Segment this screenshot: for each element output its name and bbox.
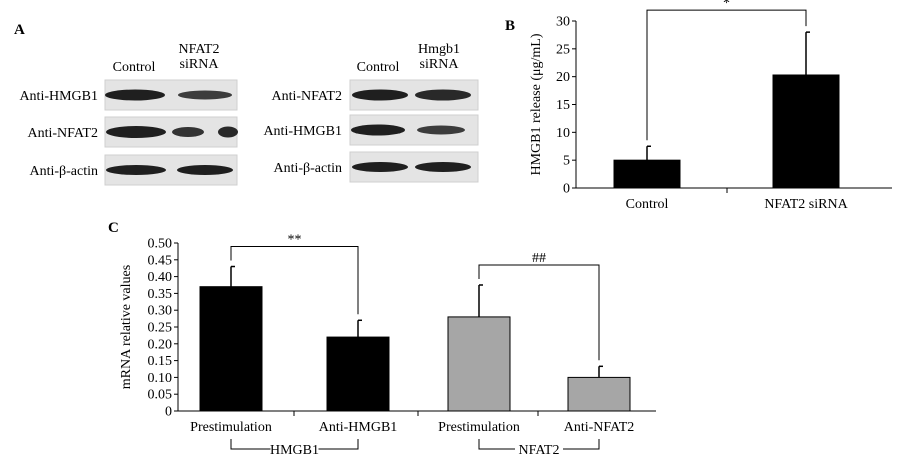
significance-label: **: [288, 233, 302, 248]
bar: [199, 286, 263, 412]
panel-b-letter: B: [505, 18, 515, 34]
y-tick-label: 0.15: [148, 354, 173, 369]
y-tick-label: 0.30: [148, 304, 173, 319]
bar: [772, 74, 840, 189]
y-tick-label: 0.45: [148, 253, 173, 268]
y-tick-label: 0.50: [148, 237, 173, 252]
blot-row-label: Anti-β-actin: [29, 164, 98, 179]
group-bracket: [230, 439, 271, 450]
significance-bracket: [646, 9, 807, 141]
significance-label: *: [723, 0, 730, 11]
y-tick-label: 25: [556, 42, 570, 57]
group-bracket: [318, 439, 359, 450]
blot-band: [178, 90, 232, 100]
y-tick-label: 10: [556, 126, 570, 141]
bar: [567, 376, 631, 412]
y-tick-label: 0: [165, 405, 172, 420]
blot-row-label: Anti-HMGB1: [19, 89, 98, 104]
chart-c: 0 0.05 0.10 0.15 0.200.25 0.30 0.35 0.40 0.450.5…: [119, 233, 656, 458]
y-tick-label: 0.35: [148, 287, 173, 302]
blot-col-header: Control: [113, 60, 156, 75]
x-tick-label: Prestimulation: [190, 420, 272, 435]
x-tick-label: Anti-NFAT2: [564, 420, 635, 435]
bar: [326, 336, 390, 412]
blot-col-header: siRNA: [180, 57, 220, 72]
group-bracket: [478, 439, 515, 450]
panel-c-letter: C: [108, 220, 119, 236]
y-tick-label: 0.40: [148, 270, 173, 285]
y-tick-label: 20: [556, 70, 570, 85]
blot-band: [218, 126, 238, 138]
blot-band: [352, 162, 408, 172]
y-tick-label: 0.25: [148, 321, 173, 336]
blot-col-header: NFAT2: [179, 42, 220, 57]
x-tick-label: NFAT2 siRNA: [764, 197, 848, 212]
y-tick-label: 0.05: [148, 388, 173, 403]
blot-band: [415, 162, 471, 172]
group-label: HMGB1: [270, 443, 319, 458]
blot-col-header: Hmgb1: [418, 42, 460, 57]
blot-row-label: Anti-HMGB1: [263, 124, 342, 139]
blot-row-label: Anti-NFAT2: [27, 126, 98, 141]
y-tick-label: 30: [556, 15, 570, 30]
y-tick-label: 0: [563, 182, 570, 197]
blot-band: [105, 89, 165, 101]
blot-band: [106, 165, 166, 175]
y-tick-label: 5: [563, 154, 570, 169]
blot-col-header: Control: [357, 60, 400, 75]
panel-a-letter: A: [14, 22, 25, 38]
blot-band: [177, 165, 233, 175]
blot-band: [415, 89, 471, 101]
x-tick-label: Anti-HMGB1: [319, 420, 398, 435]
blot-row-label: Anti-β-actin: [273, 161, 342, 176]
significance-label: ##: [532, 251, 546, 266]
blot-col-header: siRNA: [420, 57, 460, 72]
blot-band: [352, 89, 408, 101]
y-axis-title: mRNA relative values: [119, 265, 134, 389]
group-label: NFAT2: [519, 443, 560, 458]
group-bracket: [563, 439, 600, 450]
blot-band: [417, 125, 465, 135]
y-axis-title: HMGB1 release (μg/mL): [529, 33, 544, 175]
blot-row-label: Anti-NFAT2: [271, 89, 342, 104]
y-tick-label: 15: [556, 98, 570, 113]
chart-b: 0 5 10 15 20 25 30 HMGB1 release (μg/mL) Control…: [529, 0, 892, 212]
significance-bracket: [478, 264, 600, 361]
x-tick-label: Prestimulation: [438, 420, 520, 435]
y-tick-label: 0.20: [148, 337, 173, 352]
bar: [447, 316, 511, 412]
y-tick-label: 0.10: [148, 371, 173, 386]
blot-band: [172, 127, 204, 137]
bar: [613, 159, 681, 189]
blot-band: [106, 126, 166, 138]
significance-bracket: [230, 246, 359, 315]
blot-band: [351, 124, 405, 136]
x-tick-label: Control: [626, 197, 669, 212]
